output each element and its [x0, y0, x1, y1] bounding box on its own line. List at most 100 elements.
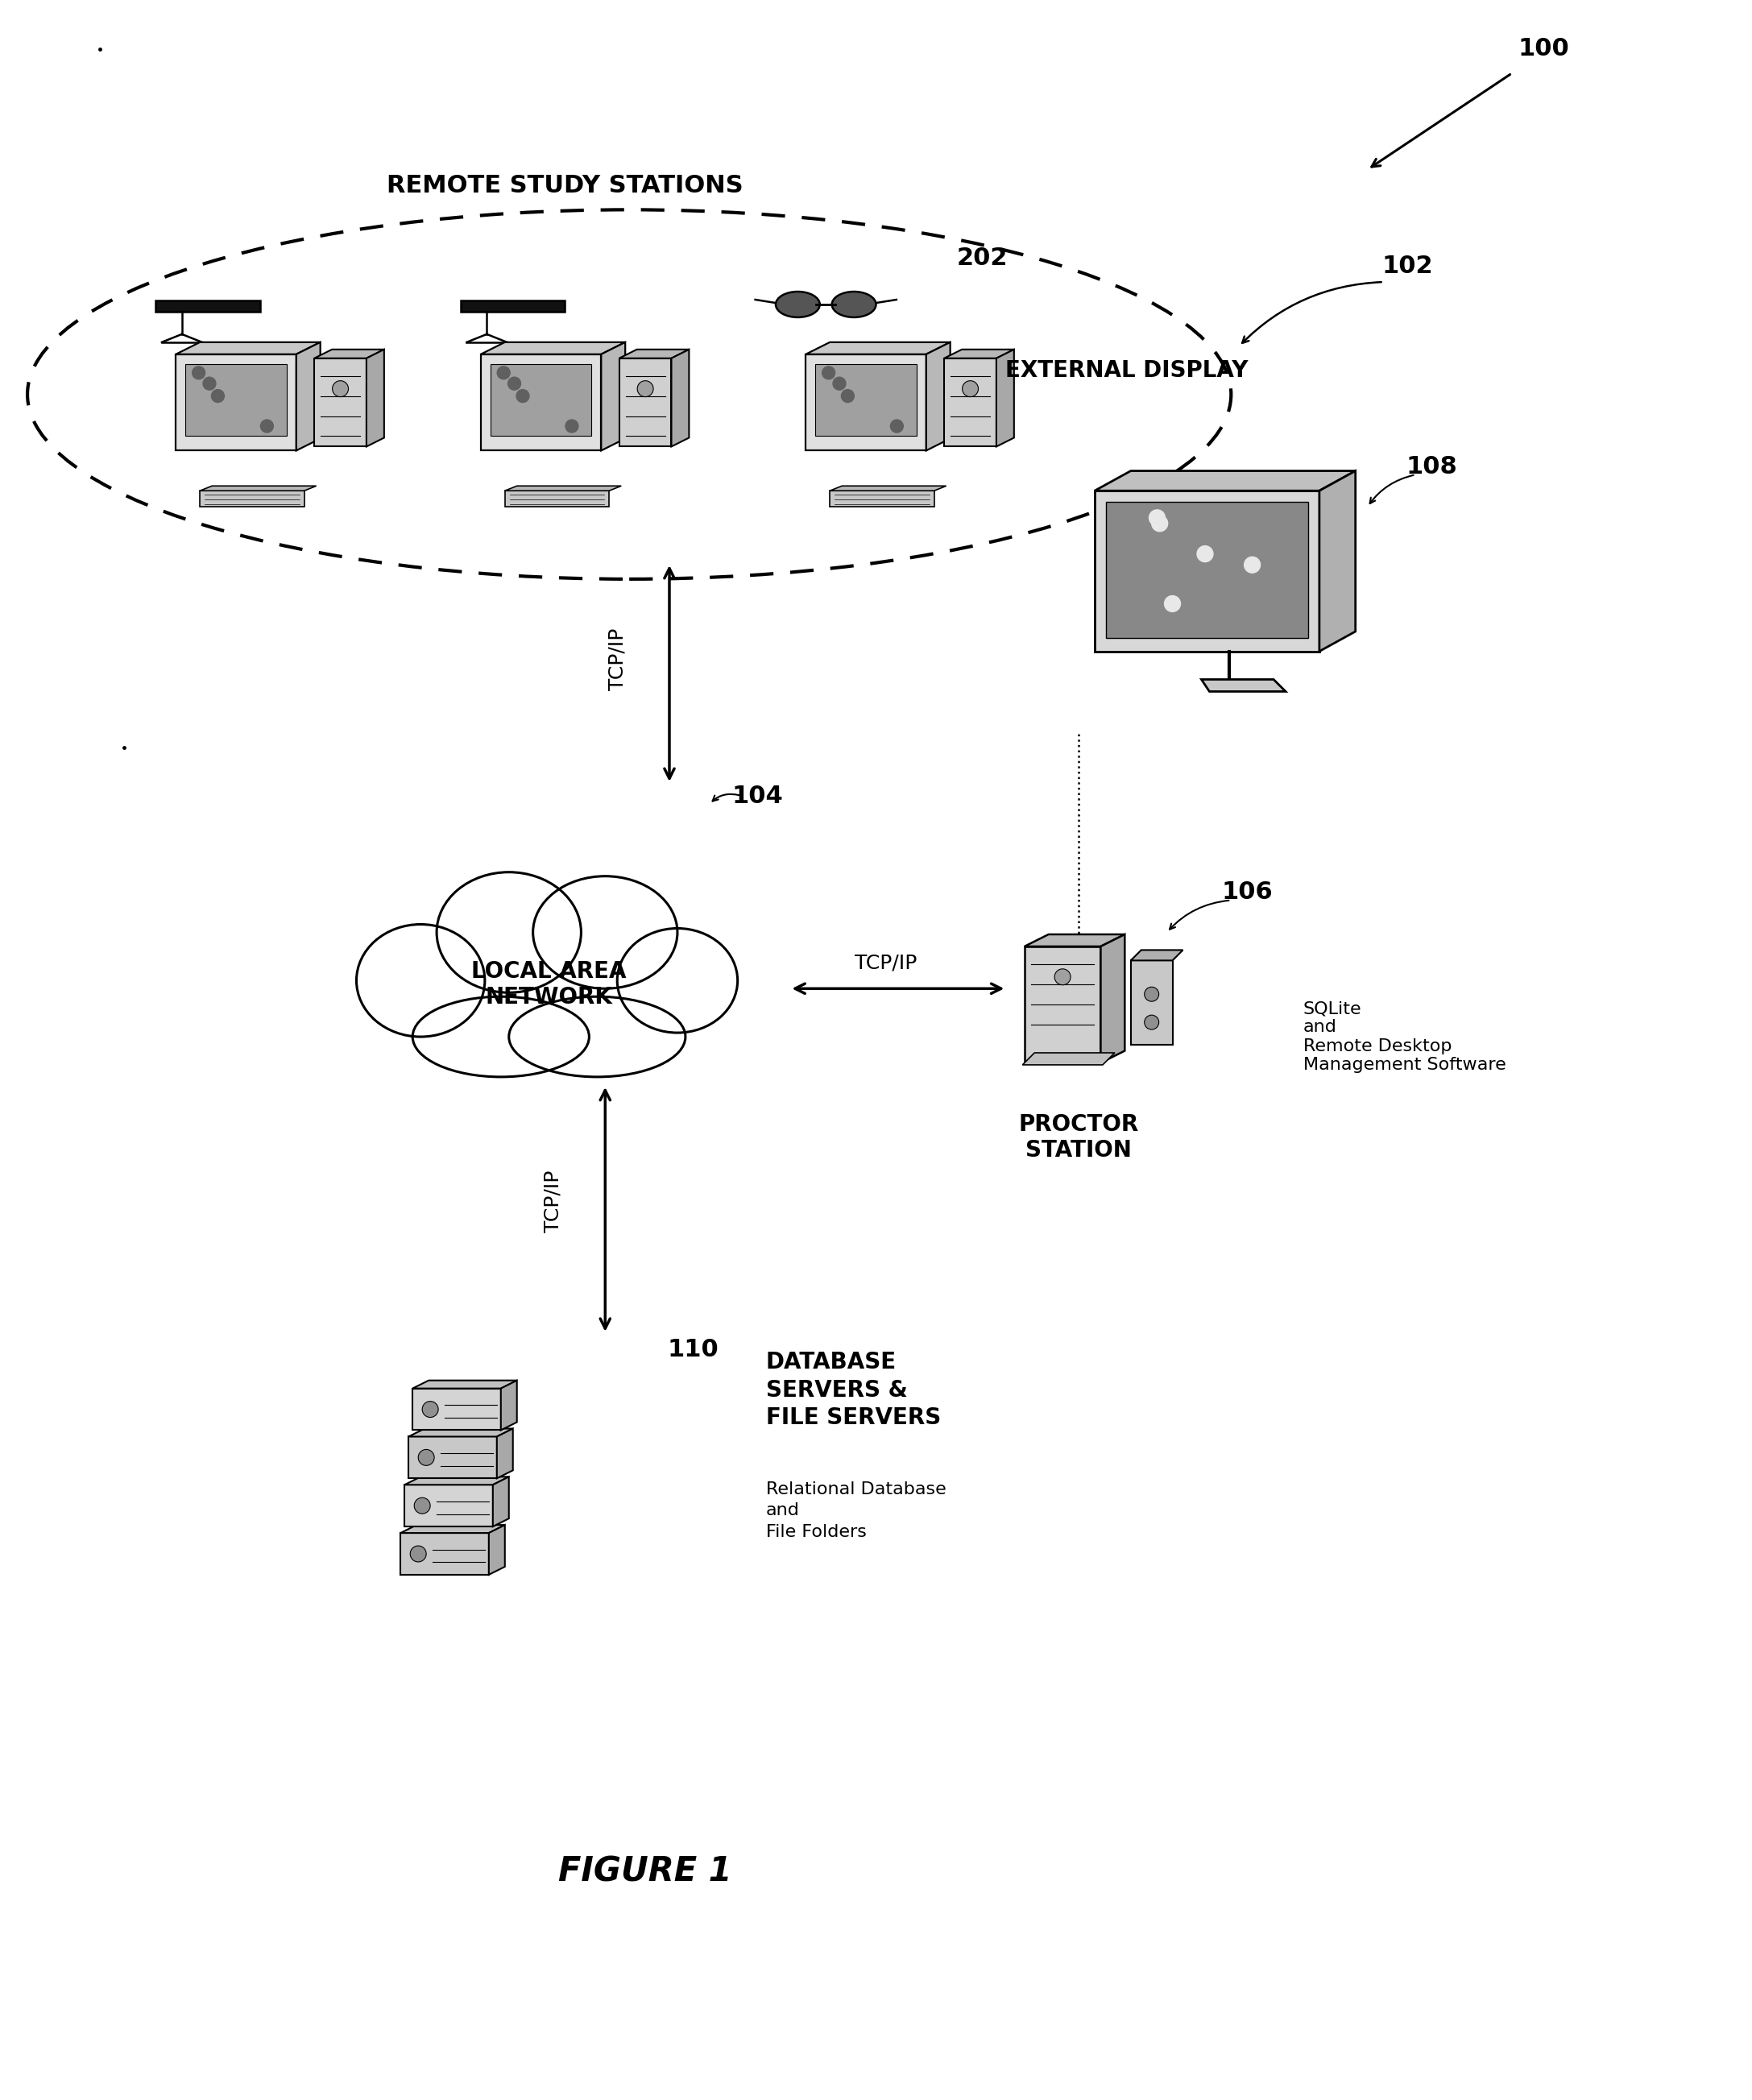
Polygon shape	[927, 342, 950, 452]
Circle shape	[1151, 514, 1169, 531]
Ellipse shape	[617, 928, 738, 1033]
Text: 108: 108	[1407, 456, 1458, 479]
Circle shape	[333, 380, 349, 397]
Circle shape	[1055, 968, 1070, 985]
Circle shape	[422, 1401, 438, 1418]
Polygon shape	[186, 363, 287, 437]
Text: 100: 100	[1519, 38, 1570, 61]
Text: EXTERNAL DISPLAY: EXTERNAL DISPLAY	[1006, 359, 1247, 382]
Text: REMOTE STUDY STATIONS: REMOTE STUDY STATIONS	[387, 174, 743, 197]
Polygon shape	[1025, 947, 1100, 1063]
Text: SQLite
and
Remote Desktop
Management Software: SQLite and Remote Desktop Management Sof…	[1303, 1002, 1507, 1073]
Polygon shape	[480, 342, 625, 355]
Polygon shape	[815, 363, 916, 437]
Polygon shape	[314, 349, 384, 359]
Circle shape	[419, 1449, 434, 1466]
Polygon shape	[601, 342, 625, 452]
Ellipse shape	[533, 876, 678, 989]
Circle shape	[410, 1546, 426, 1562]
Polygon shape	[806, 355, 927, 452]
Circle shape	[841, 391, 855, 403]
Polygon shape	[1023, 1052, 1114, 1065]
Polygon shape	[1130, 949, 1183, 960]
Polygon shape	[413, 1380, 517, 1388]
Polygon shape	[405, 1485, 492, 1527]
Polygon shape	[1202, 680, 1286, 691]
Polygon shape	[618, 359, 671, 447]
Text: 110: 110	[668, 1338, 718, 1361]
Circle shape	[261, 420, 273, 433]
Polygon shape	[618, 349, 689, 359]
Polygon shape	[405, 1476, 508, 1485]
Polygon shape	[1095, 470, 1356, 491]
Ellipse shape	[445, 916, 653, 1060]
Circle shape	[822, 365, 836, 380]
Polygon shape	[498, 1428, 513, 1478]
Text: LOCAL AREA
NETWORK: LOCAL AREA NETWORK	[471, 960, 627, 1008]
Circle shape	[566, 420, 578, 433]
Polygon shape	[1319, 470, 1356, 651]
Polygon shape	[830, 491, 934, 506]
Polygon shape	[1106, 502, 1309, 638]
Polygon shape	[501, 1380, 517, 1430]
Text: PROCTOR
STATION: PROCTOR STATION	[1018, 1113, 1139, 1161]
Circle shape	[1149, 510, 1165, 525]
Polygon shape	[671, 349, 689, 447]
Polygon shape	[408, 1428, 513, 1436]
Polygon shape	[505, 485, 622, 491]
Text: 202: 202	[957, 246, 1007, 269]
Text: 106: 106	[1221, 880, 1272, 903]
Bar	[156, 300, 259, 311]
Circle shape	[498, 365, 510, 380]
Circle shape	[1244, 556, 1260, 573]
Ellipse shape	[832, 292, 876, 317]
Polygon shape	[408, 1436, 498, 1478]
Bar	[461, 300, 566, 311]
Polygon shape	[401, 1533, 489, 1575]
Polygon shape	[489, 1525, 505, 1575]
Polygon shape	[296, 342, 321, 452]
Polygon shape	[401, 1525, 505, 1533]
Polygon shape	[491, 363, 592, 437]
Polygon shape	[413, 1388, 501, 1430]
Polygon shape	[492, 1476, 508, 1527]
Text: 102: 102	[1382, 254, 1433, 277]
Circle shape	[638, 380, 653, 397]
Circle shape	[212, 391, 224, 403]
Polygon shape	[1025, 934, 1125, 947]
Polygon shape	[480, 355, 601, 452]
Text: TCP/IP: TCP/IP	[855, 953, 918, 972]
Ellipse shape	[508, 998, 685, 1077]
Polygon shape	[314, 359, 366, 447]
Polygon shape	[944, 349, 1014, 359]
Ellipse shape	[356, 924, 485, 1037]
Text: DATABASE
SERVERS &
FILE SERVERS: DATABASE SERVERS & FILE SERVERS	[766, 1350, 941, 1430]
Polygon shape	[200, 485, 317, 491]
Text: 104: 104	[732, 783, 783, 808]
Polygon shape	[830, 485, 946, 491]
Polygon shape	[1095, 491, 1319, 651]
Ellipse shape	[436, 872, 582, 993]
Polygon shape	[175, 342, 321, 355]
Polygon shape	[175, 355, 296, 452]
Polygon shape	[1100, 934, 1125, 1063]
Circle shape	[203, 378, 215, 391]
Circle shape	[1197, 546, 1212, 563]
Text: Relational Database
and
File Folders: Relational Database and File Folders	[766, 1480, 946, 1539]
Ellipse shape	[413, 998, 589, 1077]
Polygon shape	[1130, 960, 1172, 1046]
Polygon shape	[997, 349, 1014, 447]
Circle shape	[508, 378, 520, 391]
Circle shape	[832, 378, 846, 391]
Polygon shape	[806, 342, 950, 355]
Polygon shape	[944, 359, 997, 447]
Circle shape	[962, 380, 978, 397]
Circle shape	[890, 420, 904, 433]
Polygon shape	[366, 349, 384, 447]
Circle shape	[193, 365, 205, 380]
Polygon shape	[200, 491, 305, 506]
Circle shape	[1144, 987, 1158, 1002]
Circle shape	[1144, 1014, 1158, 1029]
Polygon shape	[505, 491, 610, 506]
Text: FIGURE 1: FIGURE 1	[559, 1854, 732, 1888]
